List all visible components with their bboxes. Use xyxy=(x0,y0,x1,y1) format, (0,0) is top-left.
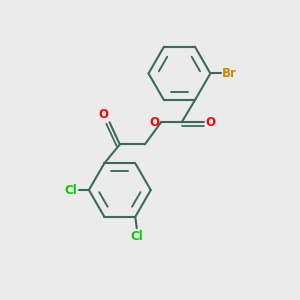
Text: Br: Br xyxy=(221,67,236,80)
Text: O: O xyxy=(149,116,159,129)
Text: O: O xyxy=(206,116,216,129)
Text: O: O xyxy=(98,108,108,121)
Text: Cl: Cl xyxy=(130,230,143,243)
Text: Cl: Cl xyxy=(64,184,77,196)
